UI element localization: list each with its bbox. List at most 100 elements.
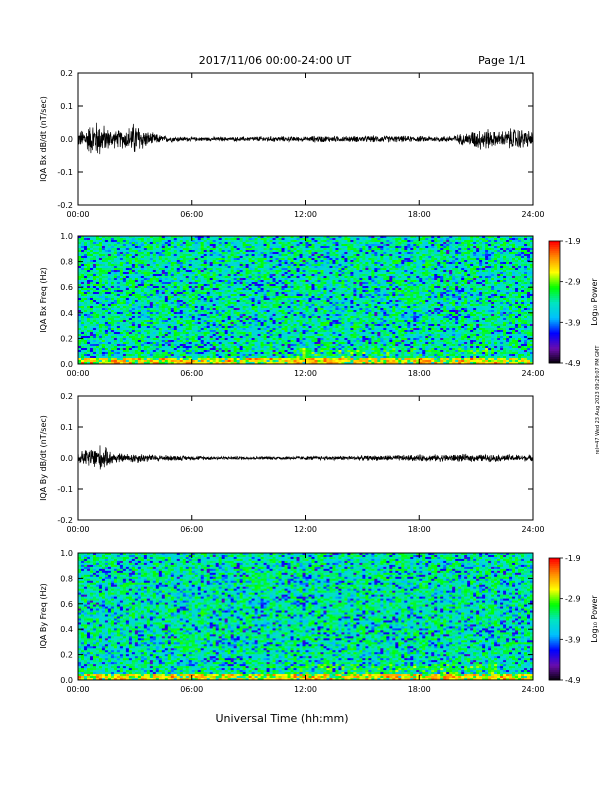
- spectrogram-cell: [291, 262, 294, 264]
- spectrogram-cell: [111, 264, 114, 266]
- spectrogram-cell: [279, 266, 282, 268]
- spectrogram-cell: [180, 250, 183, 252]
- spectrogram-cell: [213, 248, 216, 250]
- spectrogram-cell: [237, 298, 240, 300]
- spectrogram-cell: [389, 278, 392, 280]
- bx-spectrogram-cells: [78, 236, 533, 364]
- spectrogram-cell: [488, 282, 491, 284]
- spectrogram-cell: [144, 276, 147, 278]
- spectrogram-cell: [225, 266, 228, 268]
- spectrogram-cell: [246, 296, 249, 298]
- spectrogram-cell: [467, 276, 470, 278]
- spectrogram-cell: [282, 248, 285, 250]
- spectrogram-cell: [87, 272, 90, 274]
- spectrogram-cell: [84, 254, 87, 256]
- spectrogram-cell: [392, 294, 395, 296]
- spectrogram-cell: [317, 288, 320, 290]
- spectrogram-cell: [326, 248, 329, 250]
- spectrogram-cell: [288, 296, 291, 298]
- spectrogram-cell: [401, 246, 404, 248]
- spectrogram-cell: [162, 240, 165, 242]
- spectrogram-cell: [470, 270, 473, 272]
- spectrogram-cell: [165, 286, 168, 288]
- spectrogram-cell: [485, 262, 488, 264]
- spectrogram-cell: [150, 258, 153, 260]
- spectrogram-cell: [410, 252, 413, 254]
- spectrogram-cell: [491, 252, 494, 254]
- spectrogram-cell: [374, 276, 377, 278]
- spectrogram-cell: [126, 240, 129, 242]
- spectrogram-cell: [470, 250, 473, 252]
- spectrogram-cell: [306, 292, 309, 294]
- spectrogram-cell: [102, 268, 105, 270]
- spectrogram-cell: [404, 238, 407, 240]
- spectrogram-cell: [356, 268, 359, 270]
- spectrogram-cell: [461, 264, 464, 266]
- spectrogram-cell: [129, 294, 132, 296]
- spectrogram-cell: [285, 282, 288, 284]
- spectrogram-cell: [240, 276, 243, 278]
- spectrogram-cell: [527, 254, 530, 256]
- spectrogram-cell: [297, 242, 300, 244]
- spectrogram-cell: [356, 270, 359, 272]
- spectrogram-cell: [267, 282, 270, 284]
- spectrogram-cell: [255, 290, 258, 292]
- spectrogram-cell: [374, 274, 377, 276]
- spectrogram-cell: [416, 242, 419, 244]
- spectrogram-cell: [135, 294, 138, 296]
- spectrogram-cell: [144, 272, 147, 274]
- spectrogram-cell: [210, 276, 213, 278]
- spectrogram-cell: [129, 242, 132, 244]
- spectrogram-cell: [168, 262, 171, 264]
- spectrogram-cell: [162, 248, 165, 250]
- spectrogram-cell: [207, 284, 210, 286]
- spectrogram-cell: [422, 294, 425, 296]
- spectrogram-cell: [365, 284, 368, 286]
- y-tick-label: -0.2: [57, 201, 73, 210]
- spectrogram-cell: [240, 270, 243, 272]
- spectrogram-cell: [428, 246, 431, 248]
- spectrogram-cell: [168, 240, 171, 242]
- spectrogram-cell: [347, 252, 350, 254]
- spectrogram-cell: [306, 296, 309, 298]
- spectrogram-cell: [138, 262, 141, 264]
- spectrogram-cell: [308, 266, 311, 268]
- spectrogram-cell: [249, 246, 252, 248]
- spectrogram-cell: [341, 296, 344, 298]
- spectrogram-cell: [306, 276, 309, 278]
- spectrogram-cell: [177, 256, 180, 258]
- spectrogram-cell: [440, 286, 443, 288]
- spectrogram-cell: [443, 294, 446, 296]
- spectrogram-cell: [350, 280, 353, 282]
- spectrogram-cell: [210, 252, 213, 254]
- spectrogram-cell: [380, 242, 383, 244]
- spectrogram-cell: [386, 240, 389, 242]
- spectrogram-cell: [464, 260, 467, 262]
- spectrogram-cell: [120, 268, 123, 270]
- spectrogram-cell: [108, 244, 111, 246]
- spectrogram-cell: [135, 298, 138, 300]
- spectrogram-cell: [410, 288, 413, 290]
- spectrogram-cell: [177, 280, 180, 282]
- spectrogram-cell: [204, 256, 207, 258]
- spectrogram-cell: [350, 244, 353, 246]
- spectrogram-cell: [437, 296, 440, 298]
- spectrogram-cell: [377, 298, 380, 300]
- spectrogram-cell: [273, 272, 276, 274]
- spectrogram-cell: [320, 292, 323, 294]
- spectrogram-cell: [497, 258, 500, 260]
- spectrogram-cell: [219, 278, 222, 280]
- spectrogram-cell: [314, 242, 317, 244]
- spectrogram-cell: [81, 246, 84, 248]
- spectrogram-cell: [395, 244, 398, 246]
- spectrogram-cell: [261, 286, 264, 288]
- spectrogram-cell: [288, 240, 291, 242]
- spectrogram-cell: [521, 238, 524, 240]
- spectrogram-cell: [222, 300, 225, 302]
- spectrogram-cell: [521, 288, 524, 290]
- spectrogram-cell: [231, 260, 234, 262]
- spectrogram-cell: [503, 252, 506, 254]
- spectrogram-cell: [204, 278, 207, 280]
- spectrogram-cell: [240, 244, 243, 246]
- spectrogram-cell: [213, 296, 216, 298]
